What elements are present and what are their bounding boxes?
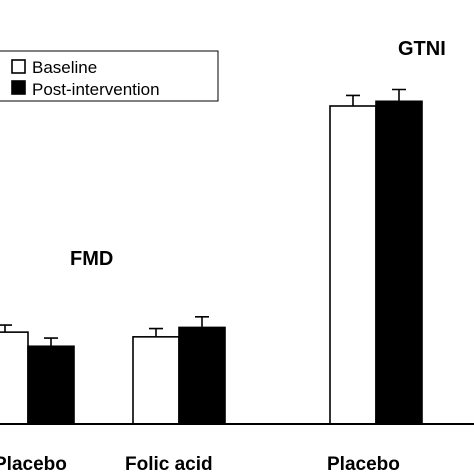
bar-post-intervention-1	[178, 326, 226, 425]
bar-baseline-0	[0, 331, 29, 425]
legend: Baseline Post-intervention	[0, 50, 219, 102]
error-bar-post-intervention-2	[392, 88, 406, 102]
legend-box	[0, 50, 219, 102]
legend-label-post-intervention: Post-intervention	[32, 80, 160, 99]
legend-swatch-post-intervention	[11, 80, 26, 95]
category-label-placebo-fmd: Placebo	[0, 454, 67, 474]
bar-baseline-2	[329, 105, 377, 425]
bar-post-intervention-0	[27, 345, 75, 425]
legend-swatch-baseline	[11, 59, 26, 74]
error-bar-baseline-1	[149, 327, 163, 337]
error-bar-post-intervention-0	[44, 337, 58, 347]
category-label-folic-acid-fmd: Folic acid	[125, 454, 213, 474]
error-bar-post-intervention-1	[195, 316, 209, 328]
error-bar-baseline-0	[0, 324, 12, 333]
legend-label-baseline: Baseline	[32, 58, 97, 77]
error-bar-baseline-2	[346, 94, 360, 106]
group-label-fmd: FMD	[70, 248, 113, 270]
bar-baseline-1	[132, 336, 180, 425]
bar-post-intervention-2	[375, 100, 423, 425]
group-label-gtni: GTNI	[398, 38, 446, 60]
bars-layer	[0, 88, 423, 425]
category-label-placebo-gtni: Placebo	[327, 454, 400, 474]
